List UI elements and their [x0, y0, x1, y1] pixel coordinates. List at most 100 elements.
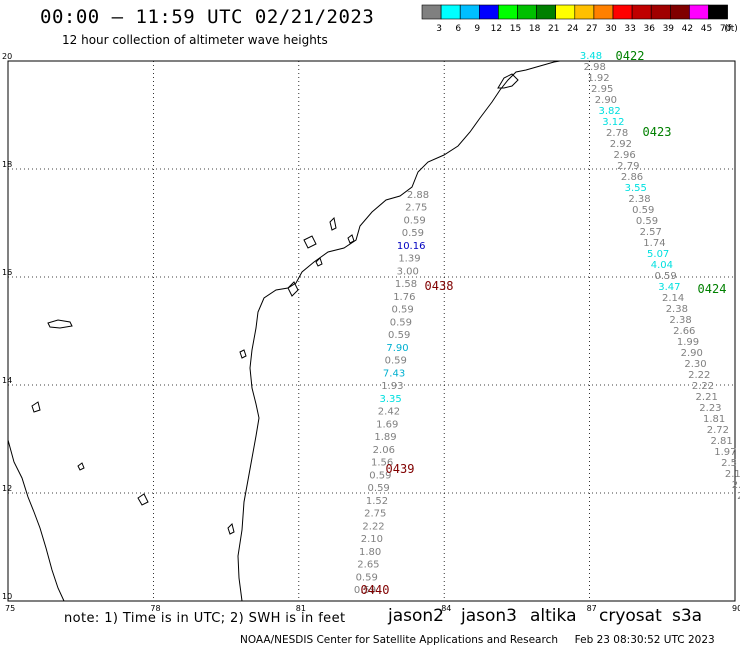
satellite-jason2: jason2 — [388, 606, 444, 626]
west-track-value: 0.59 — [388, 330, 410, 341]
lat-tick-label: 16 — [2, 268, 12, 277]
east-track-value: 2.38 — [666, 304, 688, 315]
lat-tick-label: 12 — [2, 484, 12, 493]
west-track-value: 1.39 — [398, 254, 420, 265]
coastline-island — [329, 216, 337, 231]
west-track-value: 0.59 — [390, 317, 412, 328]
lat-tick-label: 20 — [2, 52, 12, 61]
east-track-value: 2.38 — [669, 315, 691, 326]
map-frame — [7, 60, 736, 602]
legend-tick-label: 24 — [567, 24, 579, 34]
legend-tick-label: 30 — [605, 24, 617, 34]
west-track-value: 7.90 — [386, 343, 408, 354]
coastline-island — [47, 319, 73, 329]
east-track-value: 2.98 — [584, 62, 606, 73]
west-track-value: 2.10 — [361, 534, 383, 545]
east-track-value: 1.97 — [714, 447, 736, 458]
color-legend: 3 6 9 12 15 18 21 24 27 30 33 36 39 42 45 70(ft) — [421, 4, 738, 34]
west-track-value: 1.69 — [376, 419, 398, 430]
coastline-island — [227, 523, 235, 535]
coastline-island — [239, 349, 247, 359]
satellite-jason3: jason3 — [461, 606, 517, 626]
east-track-value: 2. — [732, 480, 740, 491]
legend-unit: (ft) — [724, 24, 738, 34]
west-track-value: 2.65 — [357, 560, 379, 571]
east-track-value: 1.74 — [643, 238, 665, 249]
map-subtitle: 12 hour collection of altimeter wave hei… — [62, 33, 328, 47]
east-track-value: 2.30 — [684, 359, 706, 370]
east-track-value: 2.92 — [610, 139, 632, 150]
satellite-altika: altika — [530, 606, 577, 626]
east-track-value: 2.72 — [707, 425, 729, 436]
east-track-value: 2.90 — [681, 348, 703, 359]
east-track-value: 2.79 — [617, 161, 639, 172]
west-track-value: 1.76 — [393, 292, 415, 303]
legend-tick-label: 42 — [682, 24, 693, 34]
lat-tick-label: 10 — [2, 592, 12, 601]
legend-tick-label: 9 — [474, 24, 480, 34]
pass-id-label: 0439 — [386, 462, 415, 476]
west-track-value: 3.35 — [380, 394, 402, 405]
legend-tick-label: 27 — [586, 24, 597, 34]
east-track-value: 2.66 — [673, 326, 695, 337]
west-track-value: 0.59 — [403, 215, 425, 226]
satellite-s3a: s3a — [672, 606, 703, 626]
west-track-value: 2.42 — [378, 407, 400, 418]
east-track-value: 3.12 — [602, 117, 624, 128]
coastline-island — [315, 257, 323, 267]
east-track-value: 2.78 — [606, 128, 628, 139]
legend-tick-label: 21 — [548, 24, 559, 34]
east-track-value: 3.48 — [580, 51, 602, 62]
credit-line: NOAA/NESDIS Center for Satellite Applica… — [240, 634, 715, 646]
east-track-value: 2 — [737, 491, 740, 502]
east-track-value: 0.59 — [632, 205, 654, 216]
east-track-value: 2.23 — [699, 403, 721, 414]
legend-swatch — [708, 4, 728, 20]
pass-id-label: 0424 — [698, 282, 727, 296]
west-track-value: 10.16 — [397, 241, 426, 252]
legend-tick-label: 70 — [720, 24, 732, 34]
lat-tick-label: 18 — [2, 160, 12, 169]
west-track-value: 1.52 — [366, 496, 388, 507]
west-track-value: 0.59 — [391, 305, 413, 316]
west-track-value: 2.06 — [373, 445, 395, 456]
east-track-value: 2.21 — [696, 392, 718, 403]
west-track-value: 1.56 — [371, 458, 393, 469]
legend-tick-label: 15 — [510, 24, 521, 34]
west-track-value: 0.59 — [385, 356, 407, 367]
east-track-value: 2.1 — [725, 469, 740, 480]
pass-id-label: 0440 — [361, 583, 390, 597]
east-track-value: 2.22 — [688, 370, 710, 381]
east-track-value: 0.59 — [636, 216, 658, 227]
pass-id-label: 0438 — [425, 279, 454, 293]
coastline-island — [303, 235, 317, 249]
east-track-value: 2.90 — [595, 95, 617, 106]
east-track-value: 3.55 — [625, 183, 647, 194]
west-track-value: 3.00 — [397, 266, 419, 277]
lon-tick-label: 81 — [296, 604, 306, 613]
east-track-value: 2.86 — [621, 172, 643, 183]
coastline-india-east — [237, 60, 561, 602]
west-track-value: 0.59 — [356, 572, 378, 583]
east-track-value: 1.92 — [587, 73, 609, 84]
satellite-cryosat: cryosat — [599, 606, 662, 626]
east-track-value: 2.14 — [662, 293, 684, 304]
coastline-island — [287, 281, 299, 297]
coastline-island — [137, 493, 149, 506]
west-track-value: 1.80 — [359, 547, 381, 558]
footer-note: note: 1) Time is in UTC; 2) SWH is in fe… — [64, 611, 346, 626]
legend-tick-label: 18 — [529, 24, 541, 34]
coastline-india-east — [7, 439, 65, 602]
east-track-value: 2.57 — [640, 227, 662, 238]
legend-tick-label: 45 — [701, 24, 712, 34]
coastline-island — [497, 73, 519, 89]
east-track-value: 2.22 — [692, 381, 714, 392]
lon-tick-label: 87 — [587, 604, 597, 613]
west-track-value: 1.89 — [374, 432, 396, 443]
west-track-value: 0.59 — [402, 228, 424, 239]
east-track-value: 2.38 — [628, 194, 650, 205]
lat-tick-label: 14 — [2, 376, 12, 385]
legend-tick-label: 6 — [455, 24, 461, 34]
legend-tick-label: 36 — [643, 24, 655, 34]
